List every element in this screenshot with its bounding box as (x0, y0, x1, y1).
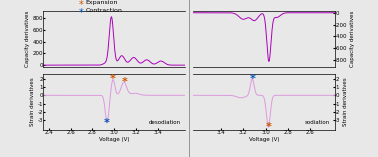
Text: *: * (265, 122, 271, 132)
Text: *: * (79, 8, 87, 18)
Text: *: * (79, 0, 87, 10)
Y-axis label: Strain derivatives: Strain derivatives (343, 77, 348, 126)
X-axis label: Voltage (V): Voltage (V) (249, 137, 279, 142)
Y-axis label: Capacity derivatives: Capacity derivatives (350, 11, 355, 67)
Text: desodiation: desodiation (149, 120, 181, 125)
Y-axis label: Capacity derivatives: Capacity derivatives (25, 11, 30, 67)
Text: *: * (249, 74, 255, 84)
Text: sodiation: sodiation (305, 120, 330, 125)
X-axis label: Voltage (V): Voltage (V) (99, 137, 129, 142)
Text: Expansion: Expansion (86, 0, 118, 5)
Text: Contraction: Contraction (86, 8, 123, 13)
Text: *: * (104, 118, 110, 128)
Text: *: * (110, 74, 116, 84)
Text: *: * (122, 77, 128, 87)
Y-axis label: Strain derivatives: Strain derivatives (30, 77, 35, 126)
